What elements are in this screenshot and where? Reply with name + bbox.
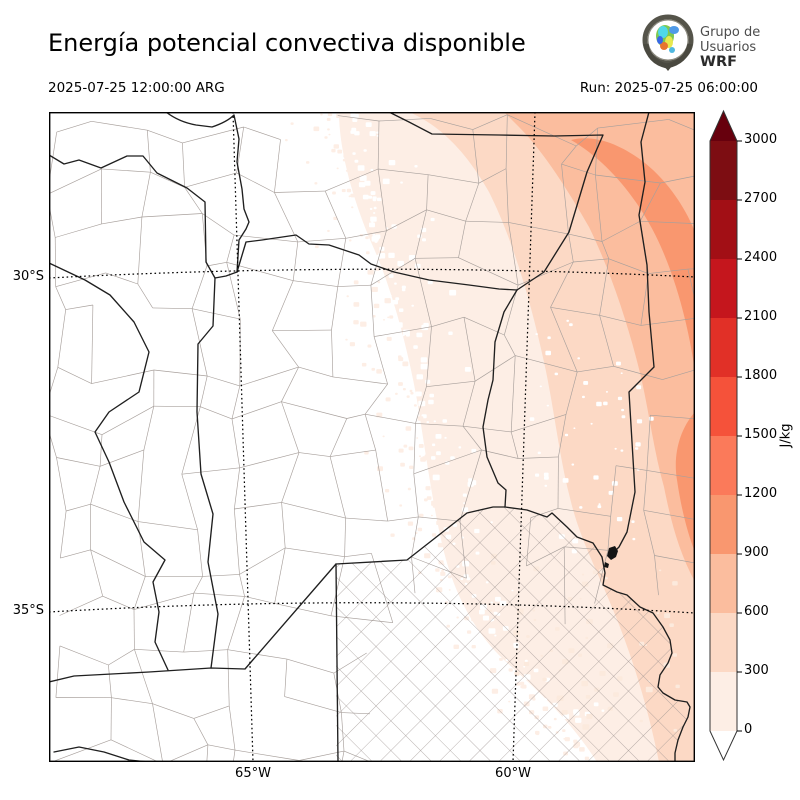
- colorbar-arrow-over: [710, 111, 737, 141]
- colorbar-tick-900: 900: [744, 545, 769, 560]
- lon-tick-65w: 65°W: [235, 766, 271, 781]
- province-boundaries: [49, 112, 691, 762]
- colorbar-tick-1800: 1800: [744, 368, 778, 383]
- gridline-30s: [49, 268, 695, 279]
- colorbar-tick-1500: 1500: [744, 427, 778, 442]
- gridline-60w: [512, 112, 536, 762]
- colorbar-tick-300: 300: [744, 663, 769, 678]
- colorbar-tick-marks: [737, 140, 742, 732]
- colorbar-tick-3000: 3000: [744, 132, 778, 147]
- run-time-label: Run: 2025-07-25 06:00:00: [579, 80, 758, 96]
- logo-line3: WRF: [700, 54, 738, 70]
- logo-line1: Grupo de: [700, 25, 761, 40]
- colorbar: [709, 109, 742, 762]
- lat-tick-35s: 35°S: [12, 603, 44, 618]
- colorbar-tick-0: 0: [744, 722, 753, 737]
- wrf-users-logo-icon: [642, 14, 694, 71]
- cape-fill-level4b: [675, 412, 695, 552]
- gridline-35s: [49, 602, 695, 614]
- colorbar-tick-1200: 1200: [744, 486, 778, 501]
- gridline-65w: [232, 112, 254, 762]
- colorbar-tick-2700: 2700: [744, 191, 778, 206]
- colorbar-tick-2100: 2100: [744, 309, 778, 324]
- cape-map: [49, 112, 695, 762]
- cape-fill-level4: [571, 138, 695, 372]
- page-title: Energía potencial convectiva disponible: [48, 29, 526, 57]
- lon-tick-60w: 60°W: [495, 766, 531, 781]
- colorbar-unit-label: J/kg: [778, 423, 794, 448]
- lat-tick-30s: 30°S: [12, 269, 44, 284]
- logo-line2: Usuarios: [700, 40, 757, 55]
- buenos-aires-city-outline: [604, 546, 618, 568]
- buenos-aires-partido-grid: [336, 507, 690, 762]
- colorbar-tick-600: 600: [744, 604, 769, 619]
- colorbar-arrow-under: [710, 731, 737, 760]
- colorbar-tick-2400: 2400: [744, 250, 778, 265]
- valid-time-label: 2025-07-25 12:00:00 ARG: [48, 80, 225, 96]
- map-border: [49, 112, 695, 762]
- cape-fill-level3: [469, 112, 695, 582]
- graticule-gridlines: [49, 112, 695, 762]
